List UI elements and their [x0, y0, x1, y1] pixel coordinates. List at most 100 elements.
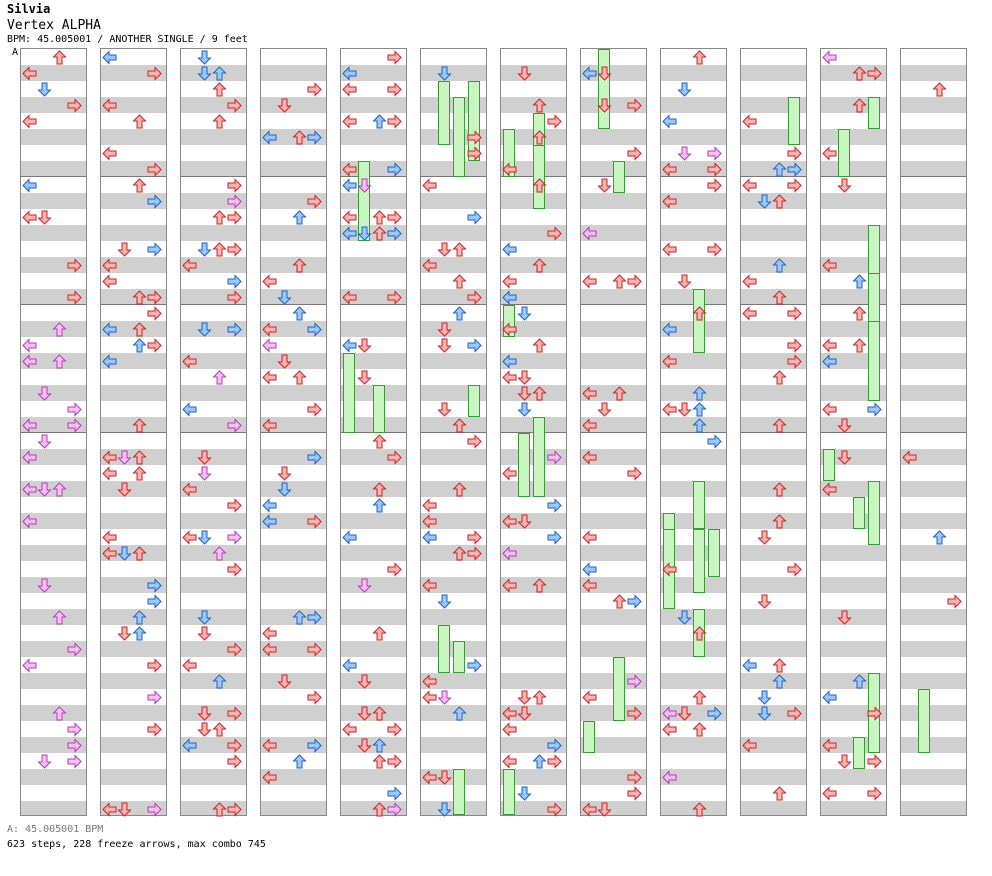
- arrow-left-icon: [822, 258, 837, 273]
- arrow-down-icon: [197, 50, 212, 65]
- arrow-right-icon: [387, 290, 402, 305]
- arrow-up-icon: [132, 338, 147, 353]
- arrow-down-icon: [517, 386, 532, 401]
- measure-line: [741, 304, 806, 305]
- arrow-up-icon: [452, 242, 467, 257]
- measure-line: [341, 304, 406, 305]
- arrow-left-icon: [582, 578, 597, 593]
- arrow-up-icon: [52, 50, 67, 65]
- chart-column: [740, 48, 807, 816]
- arrow-up-icon: [212, 722, 227, 737]
- arrow-up-icon: [132, 610, 147, 625]
- arrow-down-icon: [757, 530, 772, 545]
- freeze-arrow-icon: [788, 97, 800, 145]
- arrow-down-icon: [597, 178, 612, 193]
- measure-line: [661, 432, 726, 433]
- arrow-right-icon: [627, 98, 642, 113]
- arrow-left-icon: [662, 706, 677, 721]
- measure-line: [581, 304, 646, 305]
- arrow-up-icon: [852, 274, 867, 289]
- arrow-left-icon: [502, 290, 517, 305]
- chart-column: [580, 48, 647, 817]
- arrow-left-icon: [342, 722, 357, 737]
- arrow-right-icon: [387, 802, 402, 817]
- arrow-right-icon: [147, 290, 162, 305]
- arrow-left-icon: [422, 770, 437, 785]
- arrow-left-icon: [822, 690, 837, 705]
- arrow-left-icon: [502, 754, 517, 769]
- arrow-left-icon: [342, 114, 357, 129]
- freeze-arrow-icon: [838, 129, 850, 177]
- arrow-down-icon: [837, 178, 852, 193]
- arrow-right-icon: [387, 82, 402, 97]
- arrow-right-icon: [787, 354, 802, 369]
- arrow-left-icon: [662, 162, 677, 177]
- arrow-left-icon: [342, 210, 357, 225]
- freeze-arrow-icon: [533, 417, 545, 497]
- arrow-down-icon: [117, 802, 132, 817]
- arrow-up-icon: [452, 706, 467, 721]
- chart-column: [420, 48, 487, 817]
- arrow-down-icon: [757, 194, 772, 209]
- arrow-up-icon: [772, 786, 787, 801]
- freeze-arrow-icon: [453, 769, 465, 815]
- arrow-up-icon: [772, 674, 787, 689]
- arrow-right-icon: [387, 50, 402, 65]
- arrow-up-icon: [52, 610, 67, 625]
- arrow-right-icon: [67, 258, 82, 273]
- arrow-down-icon: [517, 514, 532, 529]
- arrow-down-icon: [437, 690, 452, 705]
- arrow-right-icon: [387, 786, 402, 801]
- arrow-left-icon: [502, 722, 517, 737]
- arrow-left-icon: [502, 242, 517, 257]
- arrow-down-icon: [597, 802, 612, 817]
- arrow-right-icon: [627, 466, 642, 481]
- arrow-up-icon: [452, 306, 467, 321]
- arrow-right-icon: [67, 754, 82, 769]
- arrow-down-icon: [197, 706, 212, 721]
- arrow-right-icon: [387, 722, 402, 737]
- arrow-right-icon: [387, 114, 402, 129]
- measure-line: [581, 432, 646, 433]
- freeze-arrow-icon: [868, 97, 880, 129]
- arrow-right-icon: [867, 786, 882, 801]
- arrow-up-icon: [772, 418, 787, 433]
- arrow-right-icon: [307, 690, 322, 705]
- arrow-left-icon: [502, 466, 517, 481]
- measure-line: [181, 304, 246, 305]
- arrow-left-icon: [22, 338, 37, 353]
- arrow-left-icon: [902, 450, 917, 465]
- arrow-down-icon: [837, 450, 852, 465]
- arrow-up-icon: [452, 546, 467, 561]
- arrow-left-icon: [342, 226, 357, 241]
- arrow-left-icon: [582, 418, 597, 433]
- arrow-left-icon: [262, 370, 277, 385]
- arrow-right-icon: [547, 226, 562, 241]
- arrow-right-icon: [467, 658, 482, 673]
- arrow-left-icon: [822, 738, 837, 753]
- arrow-left-icon: [22, 178, 37, 193]
- freeze-arrow-icon: [518, 433, 530, 497]
- arrow-right-icon: [227, 642, 242, 657]
- arrow-left-icon: [422, 530, 437, 545]
- arrow-up-icon: [532, 98, 547, 113]
- arrow-right-icon: [787, 178, 802, 193]
- arrow-left-icon: [102, 802, 117, 817]
- arrow-left-icon: [102, 546, 117, 561]
- arrow-left-icon: [182, 738, 197, 753]
- arrow-left-icon: [182, 530, 197, 545]
- arrow-up-icon: [852, 338, 867, 353]
- freeze-arrow-icon: [853, 497, 865, 529]
- arrow-down-icon: [597, 98, 612, 113]
- arrow-right-icon: [707, 706, 722, 721]
- arrow-right-icon: [227, 498, 242, 513]
- arrow-right-icon: [627, 706, 642, 721]
- arrow-up-icon: [852, 98, 867, 113]
- freeze-arrow-icon: [598, 49, 610, 129]
- freeze-arrow-icon: [693, 289, 705, 353]
- freeze-arrow-icon: [533, 145, 545, 209]
- arrow-up-icon: [692, 402, 707, 417]
- arrow-up-icon: [372, 706, 387, 721]
- arrow-down-icon: [437, 770, 452, 785]
- freeze-arrow-icon: [343, 353, 355, 433]
